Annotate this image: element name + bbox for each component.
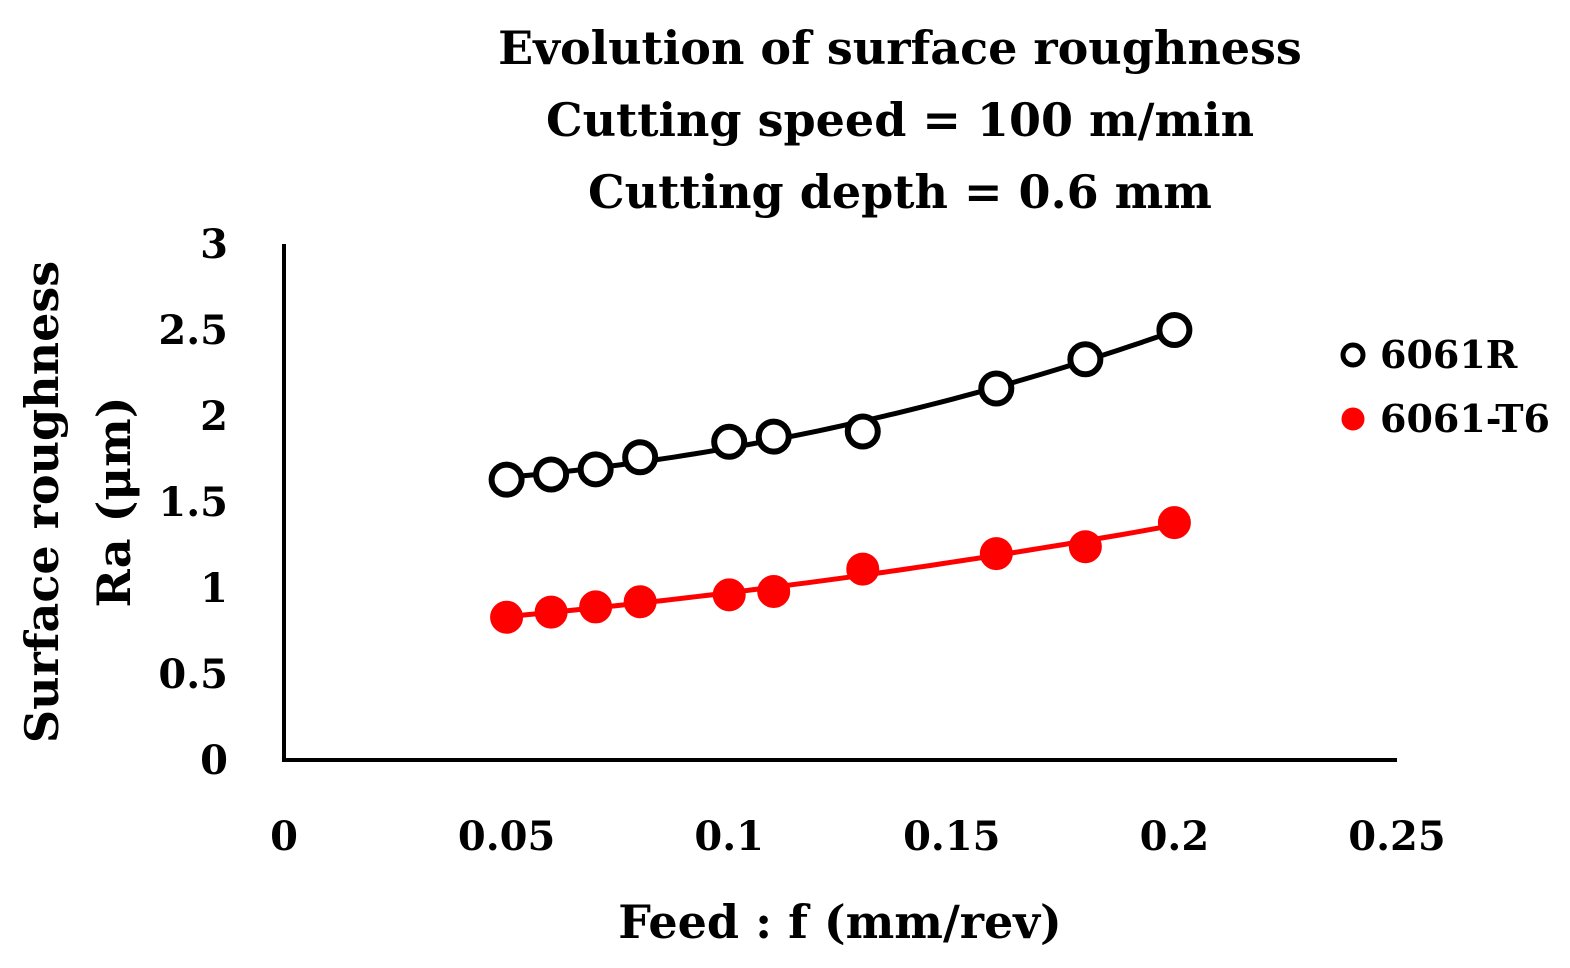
y-axis-title-line-1: Surface roughness xyxy=(15,261,69,743)
y-tick-labels: 0 0.5 1 1.5 2 2.5 3 xyxy=(158,221,228,784)
series-6061-T6 xyxy=(490,506,1191,634)
x-tick-label: 0.05 xyxy=(458,813,555,860)
data-point-6061R xyxy=(1067,341,1104,378)
data-point-6061-T6 xyxy=(712,578,746,612)
data-point-6061-T6 xyxy=(846,552,880,586)
x-tick-label: 0.2 xyxy=(1140,813,1210,860)
x-tick-label: 0.1 xyxy=(694,813,764,860)
legend-label-6061R: 6061R xyxy=(1380,332,1518,377)
x-tick-label: 0.15 xyxy=(903,813,1000,860)
data-point-6061R xyxy=(622,439,659,476)
data-point-6061R xyxy=(488,461,525,498)
data-point-6061-T6 xyxy=(534,595,568,629)
series-6061R xyxy=(488,312,1193,498)
y-axis-title-line-2: Ra (μm) xyxy=(87,397,141,608)
y-tick-label: 2 xyxy=(200,393,228,440)
legend-marker-6061-T6 xyxy=(1341,407,1365,431)
data-point-6061R xyxy=(844,413,881,450)
y-tick-label: 0.5 xyxy=(158,651,228,698)
data-point-6061R xyxy=(711,423,748,460)
y-tick-label: 0 xyxy=(200,737,228,784)
y-axis-title: Surface roughness Ra (μm) xyxy=(15,261,141,743)
data-point-6061R xyxy=(533,456,570,493)
chart-title-line-3: Cutting depth = 0.6 mm xyxy=(588,165,1212,219)
data-point-6061-T6 xyxy=(1068,530,1102,564)
y-tick-label: 1 xyxy=(200,565,228,612)
data-point-6061R xyxy=(1156,312,1193,348)
data-point-6061-T6 xyxy=(579,590,613,624)
chart-title-line-2: Cutting speed = 100 m/min xyxy=(546,93,1254,147)
data-point-6061R xyxy=(577,451,614,488)
data-point-6061-T6 xyxy=(623,585,657,619)
data-point-6061R xyxy=(755,418,792,455)
trendline-6061R xyxy=(506,328,1176,480)
data-point-6061R xyxy=(978,370,1015,407)
data-point-6061-T6 xyxy=(1157,506,1191,540)
data-point-6061-T6 xyxy=(490,600,524,634)
trendline-6061-T6 xyxy=(506,522,1175,620)
legend-marker-6061R xyxy=(1340,342,1366,368)
legend: 6061R 6061-T6 xyxy=(1340,332,1550,441)
y-tick-label: 3 xyxy=(200,221,228,268)
chart-title: Evolution of surface roughness Cutting s… xyxy=(498,21,1302,219)
x-tick-label: 0 xyxy=(270,813,298,860)
x-axis-title: Feed : f (mm/rev) xyxy=(618,895,1062,949)
chart-title-line-1: Evolution of surface roughness xyxy=(498,21,1302,75)
x-tick-label: 0.25 xyxy=(1348,813,1445,860)
y-tick-label: 1.5 xyxy=(158,479,228,526)
data-point-6061-T6 xyxy=(979,537,1013,571)
y-tick-label: 2.5 xyxy=(158,307,228,354)
x-tick-labels: 0 0.05 0.1 0.15 0.2 0.25 xyxy=(270,813,1446,860)
plot-series xyxy=(488,312,1193,634)
data-point-6061-T6 xyxy=(757,574,791,608)
legend-label-6061-T6: 6061-T6 xyxy=(1380,396,1550,441)
